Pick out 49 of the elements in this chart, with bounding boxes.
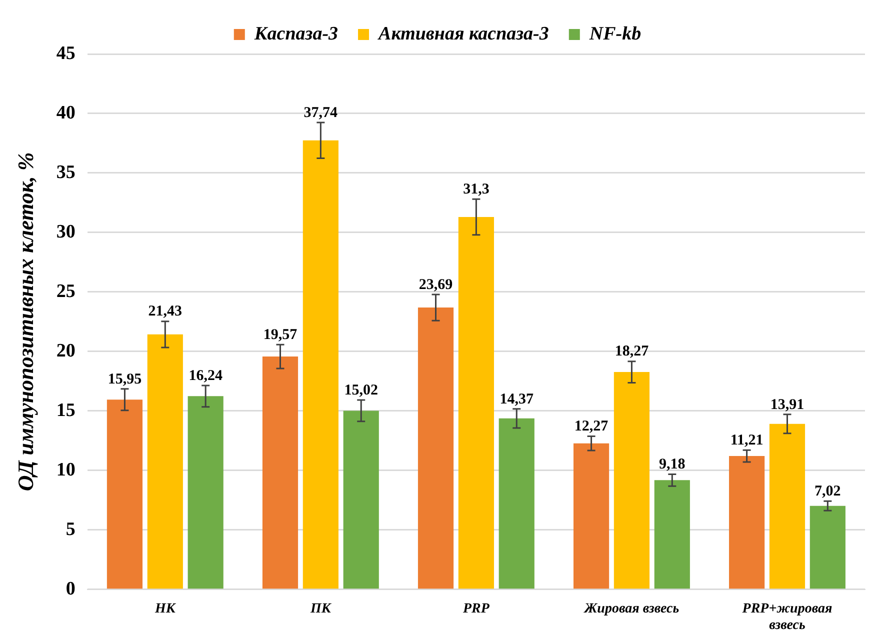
bar — [343, 410, 379, 589]
data-label: 15,02 — [344, 382, 378, 398]
data-label: 15,95 — [108, 371, 142, 388]
y-tick-label: 25 — [56, 280, 76, 302]
bar — [729, 456, 765, 589]
x-tick-label: ПК — [309, 601, 332, 616]
bar — [418, 308, 454, 589]
y-axis-title: ОД иммунопозитивных клеток, % — [12, 152, 38, 492]
data-label: 16,24 — [188, 368, 223, 384]
data-label: 19,57 — [263, 327, 298, 344]
data-label: 7,02 — [814, 483, 841, 500]
bar — [458, 217, 494, 589]
data-label: 23,69 — [418, 276, 453, 293]
y-tick-label: 0 — [66, 578, 76, 600]
y-tick-label: 45 — [56, 42, 76, 64]
bar — [188, 396, 224, 589]
y-tick-label: 20 — [56, 340, 76, 362]
legend-label: Каспаза-3 — [253, 23, 338, 44]
bar — [262, 356, 298, 589]
x-tick-label: PRP — [462, 601, 490, 616]
data-label: 21,43 — [148, 304, 182, 320]
bar — [614, 372, 650, 589]
bar — [106, 400, 143, 589]
bar — [573, 443, 610, 589]
data-label: 13,91 — [770, 396, 804, 413]
data-label: 9,18 — [659, 456, 686, 473]
data-label: 12,27 — [574, 418, 609, 435]
y-tick-label: 10 — [56, 459, 76, 480]
data-label: 11,21 — [730, 432, 764, 448]
bar — [810, 506, 846, 589]
bar — [147, 334, 183, 589]
data-label: 18,27 — [614, 344, 650, 360]
x-tick-label: НК — [154, 601, 177, 616]
y-tick-label: 5 — [66, 518, 76, 540]
y-tick-label: 35 — [56, 162, 76, 183]
legend-label: NF-kb — [588, 23, 642, 44]
bar — [302, 140, 338, 589]
bar — [654, 480, 690, 589]
bar — [498, 418, 534, 589]
legend-label: Активная каспаза-3 — [378, 23, 549, 44]
y-tick-label: 40 — [56, 102, 76, 124]
x-tick-label: PRP+жировая взвесь — [742, 601, 832, 634]
bar — [769, 424, 806, 589]
data-label: 14,37 — [500, 391, 534, 408]
x-tick-label: Жировая взвесь — [583, 601, 680, 616]
data-label: 31,3 — [463, 182, 490, 198]
y-tick-label: 30 — [56, 221, 76, 242]
y-tick-label: 15 — [56, 400, 76, 421]
data-label: 37,74 — [304, 104, 338, 121]
